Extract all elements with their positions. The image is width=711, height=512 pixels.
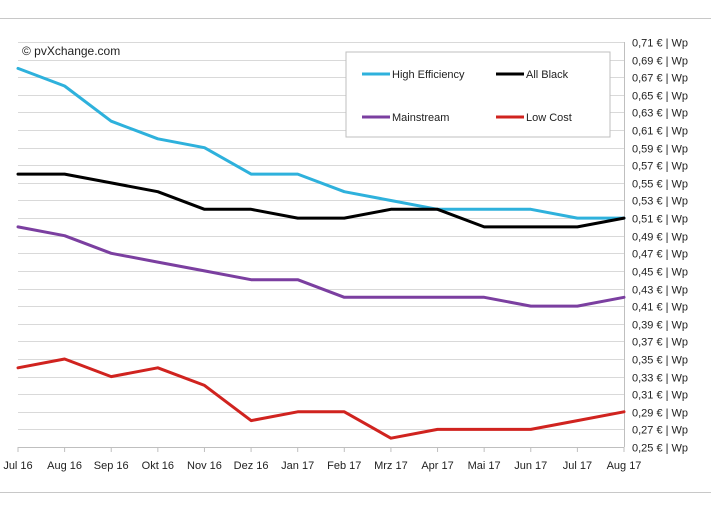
series-line-low-cost xyxy=(16,357,626,440)
y-tick-label: 0,25 € | Wp xyxy=(632,443,688,455)
x-axis: Jul 16 Aug 16 Sep 16 Okt 16 Nov 16 Dez 16 Jan … xyxy=(3,447,641,472)
x-tick-label: Jul 16 xyxy=(3,460,32,472)
y-tick-label: 0,27 € | Wp xyxy=(632,425,688,437)
y-tick-label: 0,47 € | Wp xyxy=(632,249,688,261)
y-tick-label: 0,41 € | Wp xyxy=(632,302,688,314)
y-axis: 0,25 € | Wp 0,27 € | Wp 0,29 € | Wp 0,31 € … xyxy=(624,38,688,455)
y-tick-label: 0,49 € | Wp xyxy=(632,232,688,244)
series-line-high-efficiency xyxy=(16,66,626,220)
y-tick-label: 0,33 € | Wp xyxy=(632,373,688,385)
y-tick-label: 0,39 € | Wp xyxy=(632,320,688,332)
y-tick-label: 0,55 € | Wp xyxy=(632,179,688,191)
y-tick-label: 0,43 € | Wp xyxy=(632,285,688,297)
y-tick-label: 0,35 € | Wp xyxy=(632,355,688,367)
x-tick-label: Okt 16 xyxy=(142,460,174,472)
x-tick-label: Sep 16 xyxy=(94,460,129,472)
y-tick-label: 0,51 € | Wp xyxy=(632,214,688,226)
x-tick-label: Dez 16 xyxy=(234,460,269,472)
x-tick-label: Apr 17 xyxy=(421,460,453,472)
y-tick-label: 0,57 € | Wp xyxy=(632,161,688,173)
y-tick-label: 0,29 € | Wp xyxy=(632,408,688,420)
x-tick-label: Aug 16 xyxy=(47,460,82,472)
y-tick-label: 0,67 € | Wp xyxy=(632,73,688,85)
x-tick-label: Jun 17 xyxy=(514,460,547,472)
legend-box xyxy=(345,51,611,138)
x-tick-label: Mai 17 xyxy=(468,460,501,472)
y-tick-label: 0,63 € | Wp xyxy=(632,108,688,120)
copyright-label: © pvXchange.com xyxy=(22,44,120,58)
y-tick-label: 0,65 € | Wp xyxy=(632,91,688,103)
legend-label: High Efficiency xyxy=(392,69,465,81)
y-tick-label: 0,53 € | Wp xyxy=(632,196,688,208)
legend: High Efficiency All Black Mainstream Low Co… xyxy=(345,51,611,138)
y-tick-label: 0,61 € | Wp xyxy=(632,126,688,138)
y-tick-label: 0,45 € | Wp xyxy=(632,267,688,279)
series-line-all-black xyxy=(16,172,626,229)
series-lines xyxy=(16,66,626,440)
y-tick-label: 0,37 € | Wp xyxy=(632,337,688,349)
x-tick-label: Nov 16 xyxy=(187,460,222,472)
y-tick-label: 0,31 € | Wp xyxy=(632,390,688,402)
series-line-mainstream xyxy=(16,225,626,308)
legend-label: Mainstream xyxy=(392,112,449,124)
y-tick-label: 0,59 € | Wp xyxy=(632,144,688,156)
x-tick-label: Jul 17 xyxy=(563,460,592,472)
legend-label: Low Cost xyxy=(526,112,572,124)
x-tick-label: Aug 17 xyxy=(607,460,642,472)
x-tick-label: Jan 17 xyxy=(281,460,314,472)
legend-label: All Black xyxy=(526,69,569,81)
x-tick-label: Mrz 17 xyxy=(374,460,408,472)
x-tick-label: Feb 17 xyxy=(327,460,361,472)
y-tick-label: 0,71 € | Wp xyxy=(632,38,688,50)
y-tick-label: 0,69 € | Wp xyxy=(632,56,688,68)
